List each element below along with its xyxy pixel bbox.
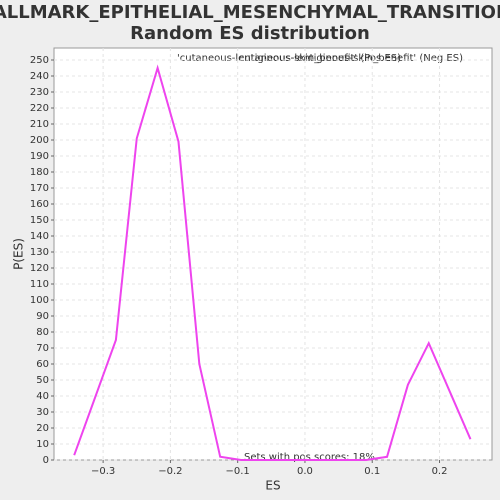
y-tick-label: 150: [30, 215, 49, 226]
y-tick-label: 50: [36, 375, 49, 386]
y-tick-label: 120: [30, 263, 49, 274]
y-tick-label: 80: [36, 327, 49, 338]
y-tick-label: 160: [30, 199, 49, 210]
x-tick-label: 0.0: [297, 466, 313, 477]
y-tick-label: 10: [36, 439, 49, 450]
pos-label: 'cutaneous-lentiginous-skin_benefit' (Po…: [177, 53, 401, 64]
chart-subtitle: Random ES distribution: [130, 23, 370, 44]
x-tick-label: −0.1: [226, 466, 250, 477]
x-tick-label: 0.1: [364, 466, 380, 477]
y-tick-label: 200: [30, 135, 49, 146]
x-tick-label: −0.2: [158, 466, 182, 477]
y-tick-label: 30: [36, 407, 49, 418]
y-tick-label: 90: [36, 311, 49, 322]
y-tick-label: 210: [30, 119, 49, 130]
line: [73, 64, 472, 461]
y-axis-label: P(ES): [12, 238, 26, 270]
y-tick-label: 0: [43, 455, 49, 466]
y-tick-label: 100: [30, 295, 49, 306]
neg-label: 'cutaneous-lentiginous-skin_benefit' (Ne…: [236, 53, 463, 64]
plot-area: [53, 47, 493, 461]
y-tick-label: 20: [36, 423, 49, 434]
y-tick-label: 240: [30, 71, 49, 82]
y-tick-label: 140: [30, 231, 49, 242]
y-tick-label: 230: [30, 87, 49, 98]
chart-title: HALLMARK_EPITHELIAL_MESENCHYMAL_TRANSITI…: [0, 2, 500, 23]
annotation: Sets with pos scores: 18%: [244, 452, 375, 463]
y-tick-label: 170: [30, 183, 49, 194]
y-tick-label: 180: [30, 167, 49, 178]
x-tick-label: 0.2: [432, 466, 448, 477]
y-tick-label: 190: [30, 151, 49, 162]
y-tick-label: 130: [30, 247, 49, 258]
x-tick-label: −0.3: [91, 466, 115, 477]
y-tick-label: 40: [36, 391, 49, 402]
y-tick-label: 70: [36, 343, 49, 354]
y-tick-label: 60: [36, 359, 49, 370]
y-tick-label: 220: [30, 103, 49, 114]
y-tick-label: 110: [30, 279, 49, 290]
y-tick-label: 250: [30, 55, 49, 66]
x-axis-label: ES: [265, 479, 280, 493]
